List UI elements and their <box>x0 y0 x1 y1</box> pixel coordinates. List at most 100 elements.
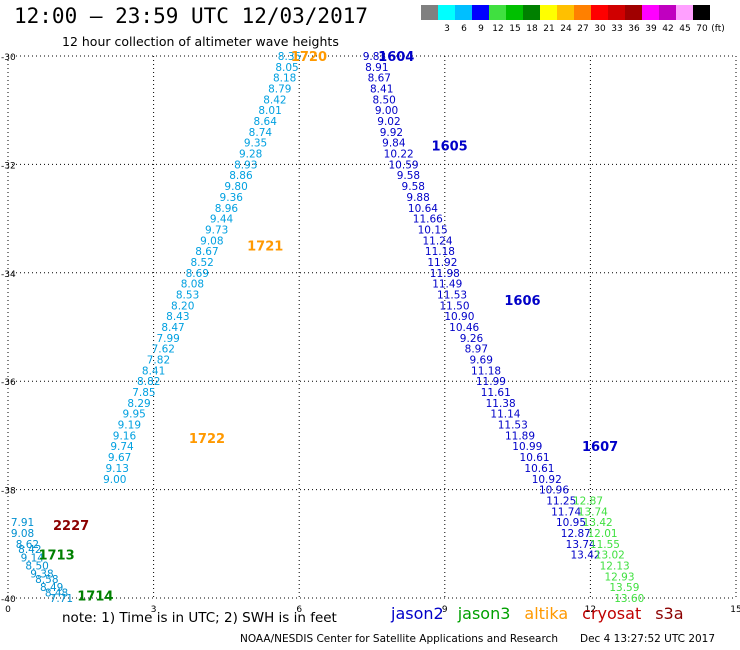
wave-height-value: 11.49 <box>432 279 462 291</box>
wave-height-value: 8.69 <box>186 268 209 280</box>
wave-height-value: 10.64 <box>408 203 438 215</box>
wave-height-value: 13.59 <box>609 582 639 594</box>
page-subtitle: 12 hour collection of altimeter wave hei… <box>62 34 339 49</box>
wave-height-value: 9.67 <box>108 452 131 464</box>
legend-swatch <box>506 5 523 20</box>
legend-swatch <box>642 5 659 20</box>
wave-height-value: 8.52 <box>190 257 213 269</box>
x-tick-label: 3 <box>151 605 157 615</box>
legend-label: 36 <box>628 24 640 34</box>
legend-label: 9 <box>478 24 484 34</box>
legend-label: 45 <box>679 24 691 34</box>
wave-height-value: 10.96 <box>539 485 569 497</box>
wave-height-value: 9.84 <box>382 138 406 150</box>
y-tick-label: -36 <box>1 378 16 388</box>
wave-height-value: 9.74 <box>110 441 134 453</box>
wave-height-value: 10.99 <box>512 441 542 453</box>
wave-height-value: 10.22 <box>384 149 414 161</box>
legend-swatch <box>591 5 608 20</box>
wave-height-value: 12.93 <box>604 571 634 583</box>
legend-label: 18 <box>526 24 538 34</box>
wave-height-value: 8.67 <box>368 73 391 85</box>
legend-swatch <box>489 5 506 20</box>
wave-height-value: 8.35 <box>278 51 301 63</box>
wave-height-value: 9.38 <box>30 569 53 581</box>
legend-swatch <box>438 5 455 20</box>
wave-height-value: 9.35 <box>244 138 267 150</box>
wave-height-value: 9.00 <box>375 105 398 117</box>
wave-height-value: 11.99 <box>476 376 506 388</box>
wave-height-value: 11.18 <box>425 246 455 258</box>
legend-label: 15 <box>509 24 521 34</box>
y-tick-label: -34 <box>1 270 16 280</box>
wave-height-value: 10.15 <box>418 224 448 236</box>
satellite-legend-entry: jason3 <box>457 604 511 623</box>
wave-height-value: 10.61 <box>520 452 550 464</box>
legend-label: 27 <box>577 24 589 34</box>
wave-height-value: 12.87 <box>573 495 603 507</box>
legend-unit: (ft) <box>711 24 725 34</box>
legend-label: 39 <box>645 24 657 34</box>
wave-height-value: 9.14 <box>21 552 45 564</box>
wave-height-value: 9.28 <box>239 149 262 161</box>
satellite-legend: jason2 jason3 altika cryosat s3a <box>391 604 698 623</box>
wave-height-value: 9.00 <box>103 474 126 486</box>
wave-height-value: 9.83 <box>363 51 386 63</box>
wave-height-value: 11.89 <box>505 430 535 442</box>
pass-time-label: 1604 <box>378 50 414 65</box>
legend-swatch <box>557 5 574 20</box>
wave-height-value: 8.01 <box>258 105 281 117</box>
wave-height-value: 13.74 <box>578 506 608 518</box>
wave-height-value: 8.42 <box>263 94 286 106</box>
legend-label: 33 <box>611 24 623 34</box>
wave-height-value: 8.93 <box>234 159 257 171</box>
wave-height-value: 9.80 <box>224 181 247 193</box>
wave-height-value: 9.73 <box>205 224 228 236</box>
wave-height-value: 8.97 <box>465 344 488 356</box>
wave-height-value: 10.90 <box>444 311 474 323</box>
wave-height-value: 8.50 <box>25 560 48 572</box>
wave-height-value: 12.87 <box>561 528 591 540</box>
wave-height-value: 11.50 <box>439 300 469 312</box>
wave-height-value: 11.14 <box>490 409 520 421</box>
wave-height-value: 8.18 <box>273 73 296 85</box>
satellite-legend-entry: cryosat <box>582 604 642 623</box>
wave-height-value: 7.91 <box>11 517 34 529</box>
wave-height-value: 11.98 <box>430 268 460 280</box>
time-labels: 1604 1605 1606 1607 1720 1721 1722 2227 1713 1714 <box>38 50 618 604</box>
wave-height-value: 8.29 <box>127 398 150 410</box>
wave-height-value: 8.91 <box>365 62 388 74</box>
footer-timestamp: Dec 4 13:27:52 UTC 2017 <box>580 633 716 645</box>
wave-height-value: 9.69 <box>470 355 493 367</box>
wave-height-value: 11.66 <box>413 214 443 226</box>
legend-label: 6 <box>461 24 467 34</box>
wave-height-value: 8.47 <box>161 322 184 334</box>
wave-height-value: 8.58 <box>35 574 58 586</box>
wave-height-value: 8.67 <box>195 246 218 258</box>
wave-height-value: 9.16 <box>113 430 137 442</box>
wave-height-value: 9.92 <box>380 127 403 139</box>
legend-swatch <box>676 5 693 20</box>
pass-time-label: 1606 <box>504 294 540 309</box>
wave-height-value: 11.24 <box>422 235 452 247</box>
wave-height-value: 11.18 <box>471 365 501 377</box>
pass-time-label: 1713 <box>38 549 74 564</box>
wave-height-value: 9.02 <box>377 116 400 128</box>
pass-time-label: 1721 <box>247 240 283 255</box>
data-points: 9.838.918.678.418.509.009.029.929.8410.2… <box>11 51 644 605</box>
wave-height-value: 8.74 <box>249 127 273 139</box>
legend-label: 30 <box>594 24 606 34</box>
wave-height-value: 13.42 <box>571 550 601 562</box>
x-tick-label: 9 <box>442 605 448 615</box>
wave-height-value: 9.13 <box>106 463 129 475</box>
y-tick-label: -30 <box>1 53 16 63</box>
wave-height-value: 8.42 <box>18 544 41 556</box>
wave-height-value: 9.08 <box>200 235 223 247</box>
footer-note: note: 1) Time is in UTC; 2) SWH is in fe… <box>62 610 337 626</box>
wave-height-value: 7.99 <box>156 333 179 345</box>
legend-swatch <box>540 5 557 20</box>
legend-swatch <box>693 5 710 20</box>
wave-height-value: 8.05 <box>275 62 298 74</box>
legend-swatch <box>472 5 489 20</box>
